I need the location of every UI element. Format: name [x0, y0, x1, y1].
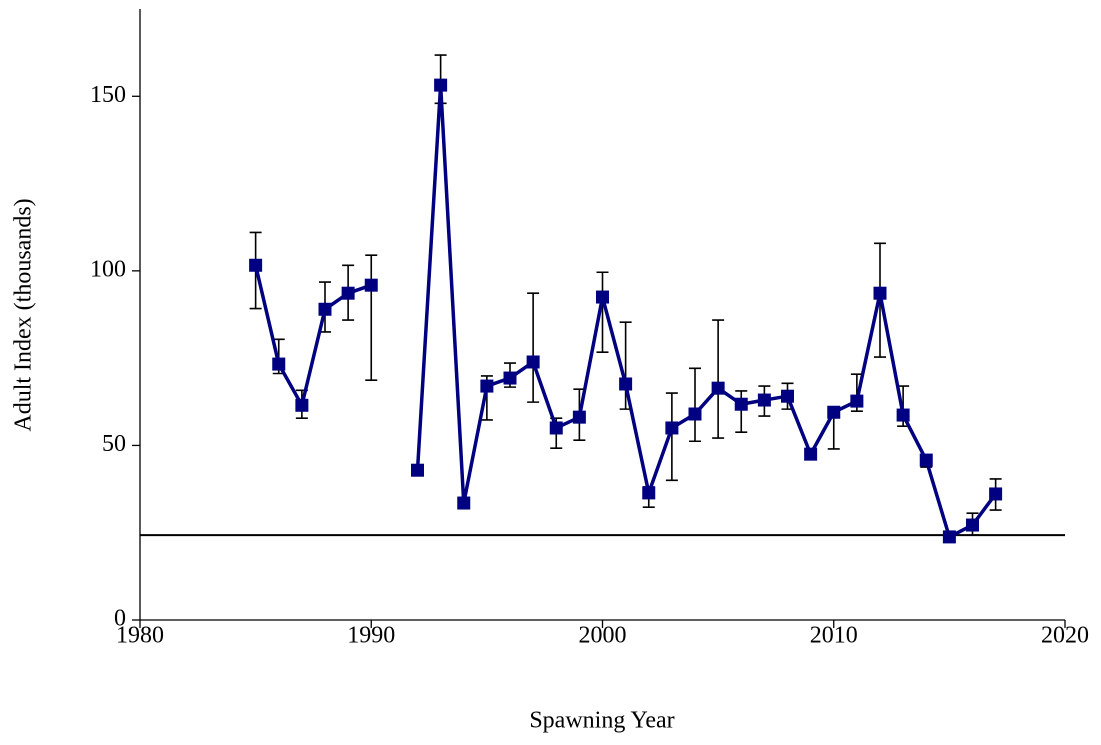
series-line — [415, 83, 998, 539]
marker — [434, 78, 448, 92]
marker — [411, 463, 424, 477]
marker — [249, 258, 263, 272]
marker — [827, 405, 841, 419]
x-tick-label: 2020 — [1041, 623, 1089, 649]
marker — [364, 278, 378, 292]
marker — [318, 302, 332, 316]
error-bar — [712, 319, 725, 389]
marker — [919, 453, 933, 467]
marker — [341, 286, 355, 300]
series-line — [253, 264, 372, 408]
marker — [596, 290, 609, 304]
error-bar — [527, 361, 540, 403]
y-tick-label: 50 — [102, 431, 126, 457]
marker — [781, 389, 794, 403]
y-tick-label: 100 — [90, 256, 126, 282]
marker — [966, 518, 979, 532]
error-bar — [665, 427, 678, 482]
error-bar — [365, 285, 378, 381]
error-bar — [689, 367, 701, 415]
error-bar — [712, 388, 725, 439]
marker — [711, 381, 725, 395]
marker — [480, 379, 494, 393]
marker — [804, 447, 818, 461]
error-bar — [874, 242, 886, 294]
marker — [642, 486, 656, 500]
marker — [989, 487, 1003, 501]
marker — [619, 377, 633, 391]
error-bar — [619, 321, 632, 384]
error-bar — [527, 292, 540, 362]
marker — [850, 394, 864, 408]
marker — [757, 393, 771, 407]
y-tick-label: 0 — [114, 606, 126, 632]
marker — [688, 407, 702, 421]
x-tick-label: 2000 — [579, 623, 627, 649]
x-tick-label: 2010 — [810, 623, 858, 649]
marker — [526, 355, 540, 369]
marker — [734, 397, 748, 411]
x-tick-label: 1990 — [347, 623, 395, 649]
marker — [503, 371, 517, 385]
error-bar — [874, 293, 886, 358]
marker — [457, 496, 471, 510]
marker — [549, 421, 563, 435]
marker — [295, 398, 309, 412]
marker — [665, 421, 679, 435]
marker — [942, 530, 956, 544]
y-tick-label: 150 — [90, 82, 126, 108]
x-tick-label: 1980 — [116, 623, 164, 649]
marker — [272, 357, 286, 371]
x-axis-title: Spawning Year — [529, 708, 674, 734]
marker — [896, 408, 910, 422]
y-axis-title: Adult Index (thousands) — [11, 198, 37, 431]
marker — [873, 286, 887, 300]
marker — [572, 410, 586, 424]
